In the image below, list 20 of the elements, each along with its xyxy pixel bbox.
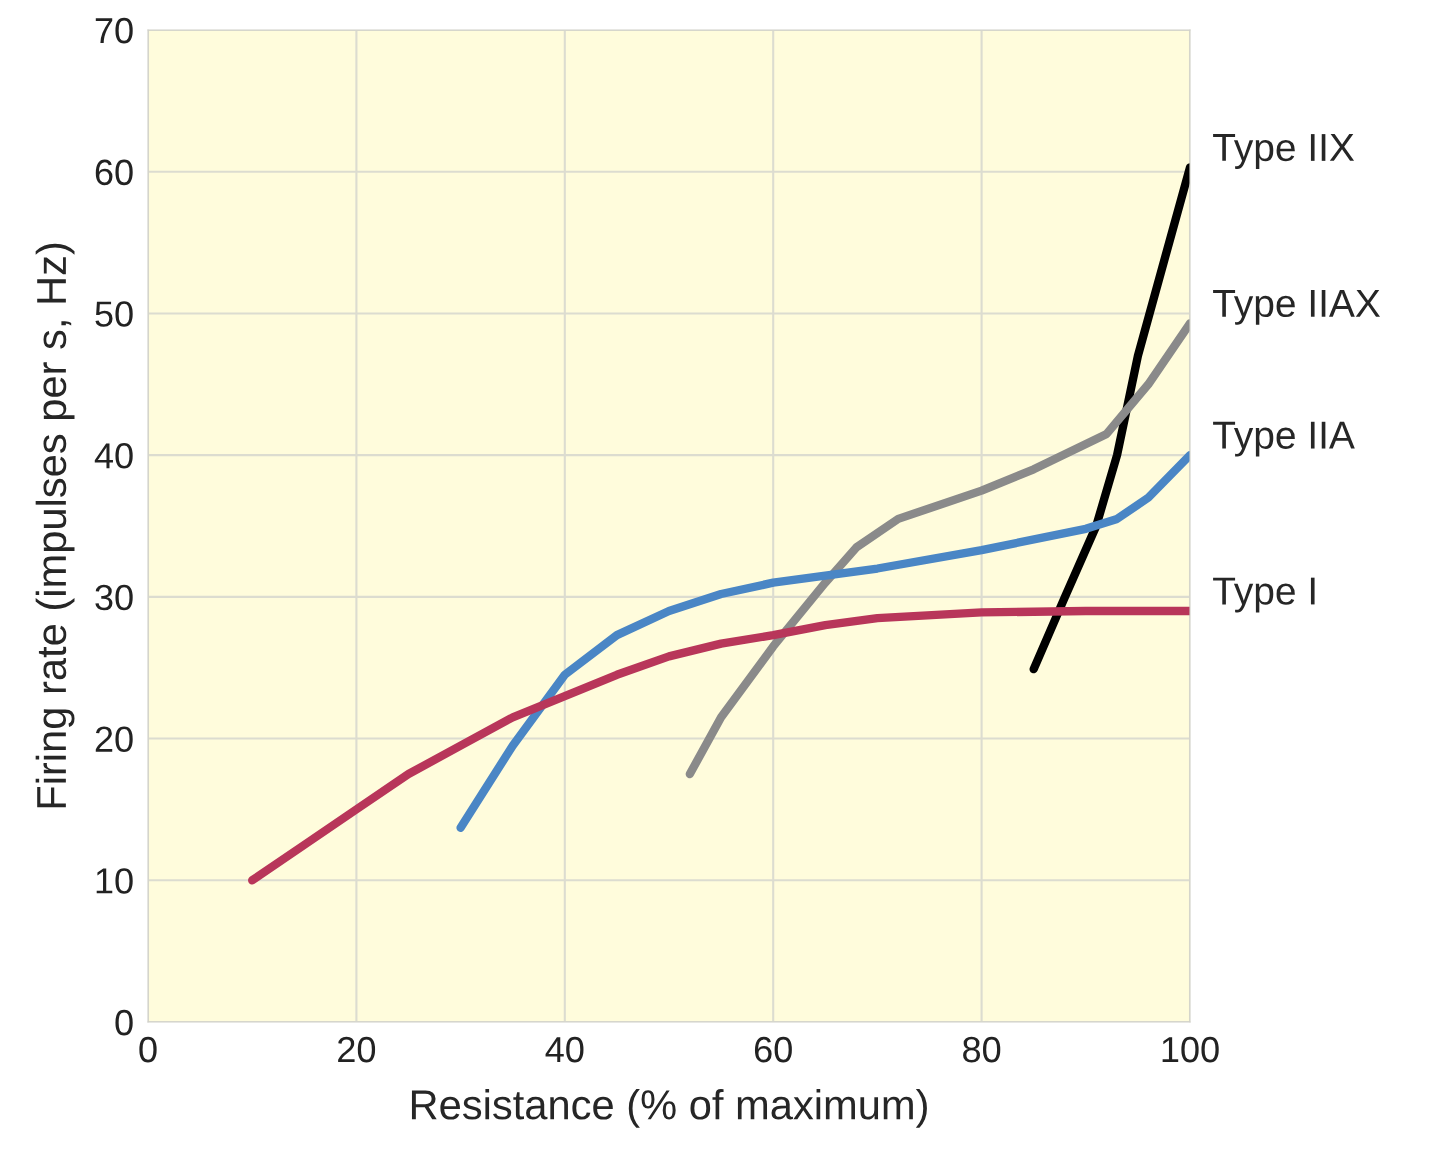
y-tick-label: 30 — [95, 584, 133, 611]
y-tick-label: 20 — [95, 726, 133, 753]
series-label: Type I — [1213, 577, 1315, 613]
x-tick-label: 0 — [139, 1036, 157, 1063]
y-tick-label: 10 — [96, 868, 133, 894]
y-tick-label: 70 — [95, 17, 133, 44]
series-label: Type IIX — [1213, 134, 1355, 169]
x-tick-label: 40 — [545, 1036, 584, 1063]
y-axis-title: Firing rate (impulses per s, Hz) — [35, 243, 75, 808]
series-label: Type IIAX — [1213, 289, 1381, 325]
x-tick-label: 80 — [963, 1036, 1001, 1063]
x-axis-title: Resistance (% of maximum) — [411, 1089, 927, 1128]
y-tick-label: 40 — [94, 443, 133, 469]
y-tick-label: 60 — [95, 159, 133, 186]
y-tick-label: 50 — [95, 301, 133, 327]
y-tick-label: 0 — [115, 1009, 133, 1036]
x-tick-label: 20 — [338, 1036, 376, 1063]
x-tick-label: 100 — [1162, 1036, 1219, 1063]
series-label: Type IIA — [1213, 421, 1355, 457]
x-tick-label: 60 — [754, 1036, 792, 1063]
